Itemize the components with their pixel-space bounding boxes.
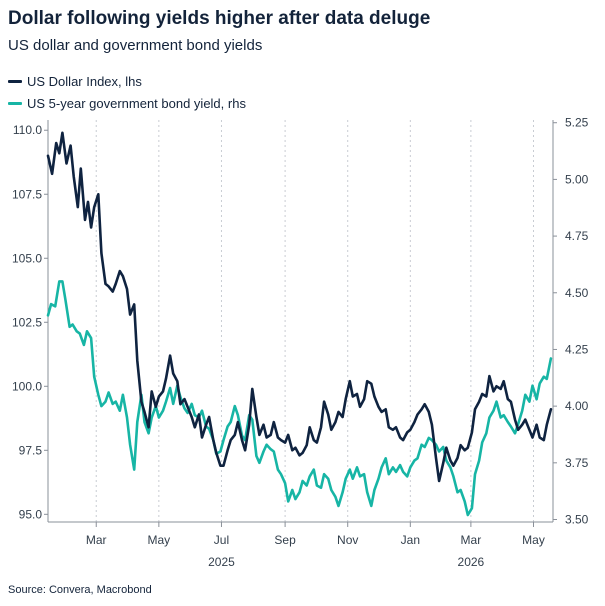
y-left-tick-label-0: 95.0 <box>19 507 43 521</box>
y-left-tick-label-3: 102.5 <box>12 315 42 329</box>
x-year-label-1: 2026 <box>458 555 485 569</box>
x-tick-label-5: Jan <box>401 533 420 547</box>
x-tick-label-3: Sep <box>274 533 296 547</box>
series-line-bond-yield <box>46 280 553 517</box>
chart-title: Dollar following yields higher after dat… <box>8 8 431 29</box>
legend-item-dollar-index: US Dollar Index, lhs <box>8 70 246 92</box>
legend-swatch-dollar-index <box>8 79 22 83</box>
y-right-tick-label-0: 3.50 <box>565 513 589 527</box>
y-right-tick-label-5: 4.75 <box>565 229 589 243</box>
y-right-tick-label-7: 5.25 <box>565 116 589 130</box>
x-tick-label-7: May <box>522 533 545 547</box>
y-right-tick-label-1: 3.75 <box>565 456 589 470</box>
series-line-dollar-index <box>46 131 553 483</box>
y-right-tick-label-3: 4.25 <box>565 342 589 356</box>
chart-source: Source: Convera, Macrobond <box>8 584 152 596</box>
x-tick-label-2: Jul <box>214 533 229 547</box>
x-tick-label-6: Mar <box>461 533 482 547</box>
y-left-tick-label-5: 107.5 <box>12 187 42 201</box>
x-tick-label-1: May <box>148 533 171 547</box>
y-left-tick-label-4: 105.0 <box>12 251 42 265</box>
y-left-tick-label-2: 100.0 <box>12 379 42 393</box>
y-right-tick-label-2: 4.00 <box>565 399 589 413</box>
x-tick-label-4: Nov <box>337 533 358 547</box>
y-left-tick-label-6: 110.0 <box>13 123 42 137</box>
chart-subtitle: US dollar and government bond yields <box>8 37 263 54</box>
chart-legend: US Dollar Index, lhs US 5-year governmen… <box>8 70 246 114</box>
y-right-tick-label-4: 4.50 <box>565 286 589 300</box>
x-year-label-0: 2025 <box>208 555 235 569</box>
legend-label-dollar-index: US Dollar Index, lhs <box>27 73 142 89</box>
legend-item-bond-yield: US 5-year government bond yield, rhs <box>8 92 246 114</box>
y-left-tick-label-1: 97.5 <box>19 443 43 457</box>
y-right-tick-label-6: 5.00 <box>565 172 589 186</box>
legend-label-bond-yield: US 5-year government bond yield, rhs <box>27 95 246 111</box>
x-tick-label-0: Mar <box>86 533 107 547</box>
legend-swatch-bond-yield <box>8 101 22 105</box>
